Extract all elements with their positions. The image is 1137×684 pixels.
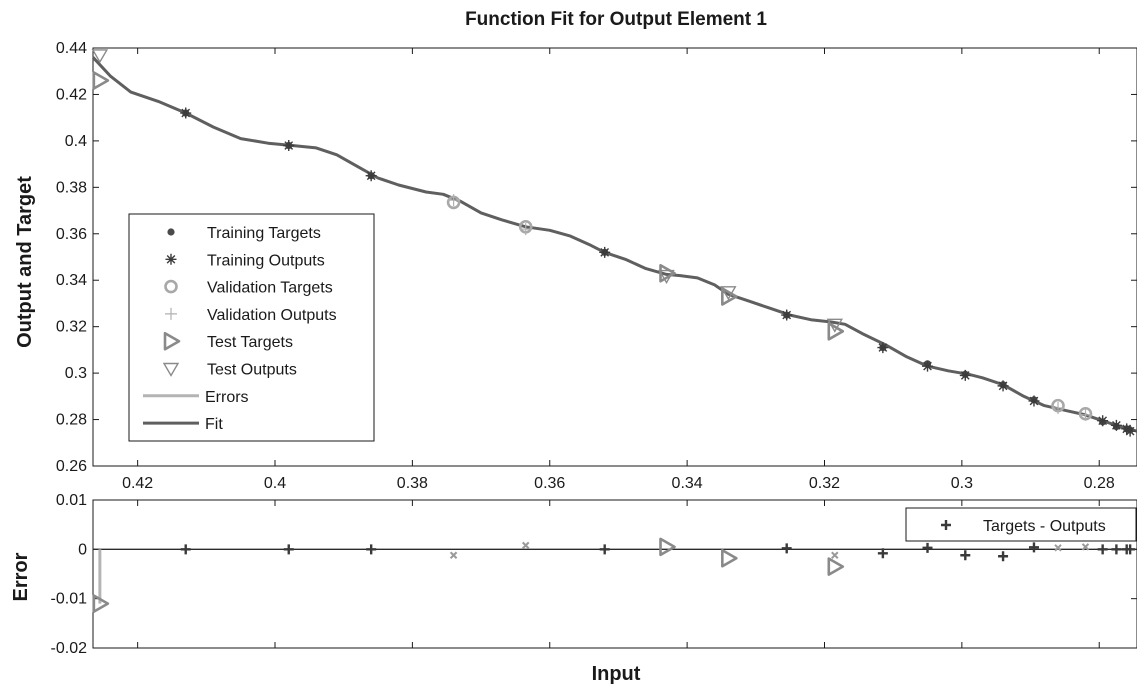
- legend-marker-plus: [165, 307, 177, 320]
- validation-error-point: [522, 541, 530, 550]
- y-tick-label-top: 0.26: [56, 458, 87, 475]
- legend-entry: Test Outputs: [207, 362, 297, 379]
- legend-entry: Errors: [205, 389, 249, 406]
- legend-entry: Validation Targets: [207, 280, 333, 297]
- legend-marker-asterisk: [165, 253, 177, 265]
- training-output-point: [283, 140, 295, 152]
- y-tick-label-top: 0.32: [56, 319, 87, 336]
- validation-error-point: [831, 551, 839, 559]
- test-error-point: [659, 537, 676, 557]
- training-output-point: [959, 369, 971, 381]
- legend-marker-dot: [167, 228, 175, 236]
- y-tick-label-top: 0.42: [56, 86, 87, 103]
- y-tick-label-bottom: 0: [78, 541, 87, 558]
- legend-marker-circle: [164, 279, 178, 294]
- training-output-point: [599, 246, 611, 258]
- validation-error-point: [1054, 544, 1062, 552]
- legend-entry: Training Targets: [207, 225, 321, 242]
- x-tick-label: 0.38: [397, 475, 428, 492]
- legend-bottom: Targets - Outputs: [905, 507, 1137, 542]
- x-tick-label: 0.28: [1084, 475, 1115, 492]
- y-tick-label-bottom: -0.01: [51, 591, 88, 608]
- legend-box-top: [128, 213, 375, 442]
- validation-output-point: [447, 194, 460, 207]
- error-point: [877, 548, 888, 559]
- test-target-point: [827, 322, 845, 341]
- y-tick-label-bottom: 0.01: [56, 492, 87, 509]
- error-point: [1028, 542, 1039, 553]
- training-output-point: [1097, 415, 1109, 427]
- error-point: [366, 544, 377, 555]
- test-target-point: [721, 287, 738, 306]
- test-target-point: [92, 71, 110, 90]
- error-point: [1125, 544, 1136, 555]
- x-tick-label: 0.34: [672, 475, 703, 492]
- chart-title: Function Fit for Output Element 1: [465, 9, 767, 30]
- legend-marker-targets-outputs: [941, 520, 951, 530]
- y-tick-label-top: 0.3: [65, 365, 87, 382]
- training-output-point: [781, 309, 793, 321]
- validation-error-point: [1081, 543, 1090, 551]
- x-axis-label: Input: [592, 663, 641, 684]
- y-tick-label-top: 0.44: [56, 40, 87, 57]
- legend-entry: Training Outputs: [207, 252, 325, 269]
- test-output-point: [91, 49, 109, 64]
- validation-output-point: [1052, 401, 1065, 414]
- training-output-point: [1028, 395, 1040, 407]
- error-point: [1097, 544, 1108, 555]
- y-axis-label-bottom: Error: [10, 552, 32, 601]
- training-output-point: [1121, 423, 1133, 435]
- y-tick-label-top: 0.36: [56, 226, 87, 243]
- training-output-point: [1124, 425, 1136, 437]
- error-point: [998, 551, 1009, 562]
- legend-entry: Fit: [205, 416, 223, 433]
- test-error-point: [721, 548, 738, 568]
- y-tick-label-top: 0.38: [56, 179, 87, 196]
- x-tick-label: 0.32: [809, 475, 840, 492]
- y-tick-label-bottom: -0.02: [51, 640, 88, 657]
- legend-entry: Validation Outputs: [207, 307, 337, 324]
- y-tick-label-top: 0.34: [56, 272, 87, 289]
- error-point: [283, 544, 294, 555]
- training-output-point: [922, 360, 934, 372]
- validation-output-point: [519, 223, 532, 236]
- legend-entry-bottom: Targets - Outputs: [983, 518, 1106, 535]
- x-tick-label: 0.4: [264, 475, 286, 492]
- legend-top: Training Targets Training Outputs Validati…: [128, 213, 375, 442]
- legend-marker-triangle-right: [163, 331, 181, 351]
- training-output-point: [180, 107, 192, 119]
- error-plot: -0.02 -0.01 0 0.01 Targets - Outputs: [51, 492, 1137, 657]
- y-tick-label-top: 0.4: [65, 133, 87, 150]
- error-point: [180, 544, 191, 555]
- test-error-point: [827, 557, 845, 576]
- error-point: [781, 543, 792, 554]
- test-target-point: [659, 263, 676, 283]
- training-output-point: [997, 380, 1009, 392]
- error-point: [960, 550, 971, 561]
- validation-output-point: [1079, 408, 1092, 421]
- training-output-point: [365, 170, 377, 182]
- error-point: [599, 544, 610, 555]
- error-point: [1111, 544, 1122, 555]
- top-plot: 0.26 0.28 0.3 0.32 0.34 0.36 0.38 0.4 0.42 0.44 0.…: [56, 40, 1137, 492]
- y-axis-label-top: Output and Target: [14, 176, 36, 348]
- error-point: [922, 542, 933, 553]
- y-tick-label-top: 0.28: [56, 412, 87, 429]
- x-tick-label: 0.3: [951, 475, 973, 492]
- x-tick-label: 0.42: [122, 475, 153, 492]
- legend-entry: Test Targets: [207, 334, 293, 351]
- training-output-point: [1110, 419, 1122, 431]
- legend-marker-triangle-down: [162, 362, 180, 377]
- fit-line: [91, 56, 1137, 433]
- x-tick-label: 0.36: [534, 475, 565, 492]
- test-error-point: [92, 594, 110, 613]
- validation-error-point: [449, 551, 458, 559]
- training-output-point: [877, 342, 889, 354]
